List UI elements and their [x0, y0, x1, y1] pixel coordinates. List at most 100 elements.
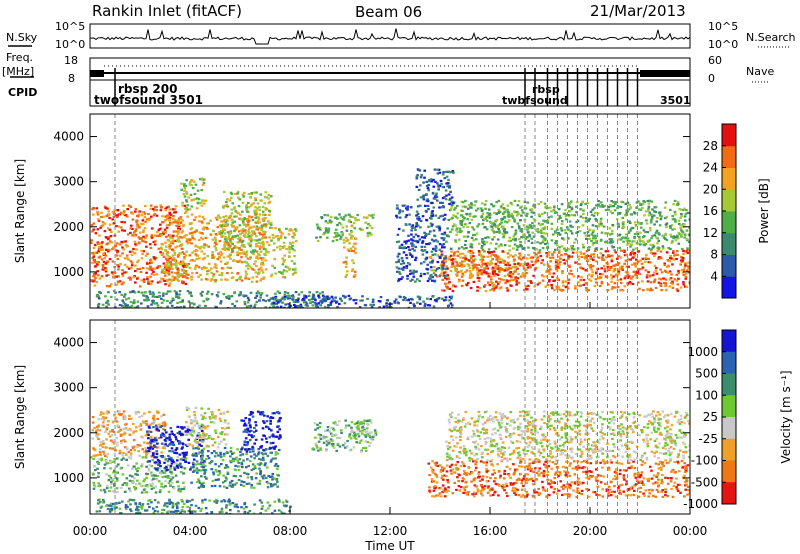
echo-cell — [334, 301, 338, 304]
echo-cell — [612, 270, 615, 273]
echo-cell — [660, 215, 663, 218]
echo-cell — [676, 289, 680, 292]
echo-cell — [665, 288, 668, 291]
echo-cell — [448, 186, 451, 189]
echo-cell — [675, 236, 678, 239]
echo-cell — [621, 222, 625, 225]
echo-cell — [231, 202, 234, 205]
echo-cell — [422, 261, 426, 264]
echo-cell — [148, 261, 152, 265]
echo-cell — [138, 285, 142, 288]
echo-cell — [419, 204, 422, 207]
echo-cell — [347, 249, 351, 252]
echo-cell — [436, 172, 440, 175]
echo-cell — [122, 204, 125, 207]
echo-cell — [151, 452, 155, 455]
echo-cell — [656, 237, 660, 240]
echo-cell — [416, 301, 419, 304]
echo-cell — [172, 460, 175, 463]
echo-cell — [155, 205, 158, 208]
echo-cell — [577, 255, 580, 258]
echo-cell — [173, 259, 177, 262]
echo-cell — [343, 246, 346, 249]
echo-cell — [561, 280, 565, 283]
echo-cell — [607, 205, 610, 208]
echo-cell — [658, 224, 662, 227]
echo-cell — [171, 248, 174, 251]
echo-cell — [293, 303, 296, 307]
echo-cell — [148, 268, 151, 271]
echo-cell — [361, 299, 364, 302]
echo-cell — [508, 264, 511, 267]
echo-cell — [137, 411, 140, 414]
echo-cell — [149, 450, 152, 453]
colorbar-cell — [722, 145, 736, 168]
echo-cell — [146, 267, 149, 270]
echo-cell — [218, 231, 221, 234]
echo-cell — [212, 273, 216, 276]
echo-cell — [406, 274, 409, 277]
echo-cell — [423, 245, 427, 248]
freq-block-left — [90, 70, 104, 77]
echo-cell — [167, 205, 170, 208]
echo-cell — [259, 193, 263, 196]
echo-cell — [664, 201, 668, 204]
echo-cell — [163, 215, 167, 218]
echo-cell — [209, 417, 212, 420]
echo-cell — [171, 236, 174, 239]
echo-cell — [584, 282, 588, 285]
echo-cell — [573, 214, 576, 217]
echo-cell — [526, 231, 530, 234]
echo-cell — [416, 168, 420, 171]
echo-cell — [441, 246, 444, 249]
echo-cell — [645, 253, 648, 257]
echo-cell — [537, 222, 541, 225]
echo-cell — [395, 207, 399, 210]
echo-cell — [409, 279, 412, 282]
echo-cell — [579, 208, 582, 211]
echo-cell — [579, 251, 582, 254]
echo-cell — [146, 432, 149, 435]
echo-cell — [233, 206, 236, 209]
echo-cell — [677, 222, 681, 226]
echo-cell — [495, 212, 498, 216]
echo-cell — [233, 220, 237, 223]
echo-cell — [234, 235, 237, 238]
echo-cell — [183, 272, 186, 275]
colorbar-tick-label: 16 — [703, 204, 718, 218]
echo-cell — [523, 288, 526, 291]
echo-cell — [176, 270, 180, 273]
echo-cell — [571, 225, 574, 229]
echo-cell — [136, 214, 139, 217]
echo-cell — [456, 254, 460, 257]
echo-cell — [160, 451, 163, 454]
echo-cell — [157, 437, 161, 440]
echo-cell — [141, 252, 144, 256]
echo-cell — [556, 278, 560, 281]
echo-cell — [513, 220, 517, 223]
echo-cell — [166, 305, 169, 308]
echo-cell — [110, 483, 113, 486]
echo-cell — [329, 221, 332, 224]
echo-cell — [169, 236, 172, 239]
echo-cell — [193, 259, 196, 262]
echo-cell — [181, 446, 184, 449]
echo-cell — [366, 235, 370, 238]
echo-cell — [495, 230, 498, 234]
echo-cell — [503, 260, 507, 263]
echo-cell — [104, 270, 108, 273]
echo-cell — [220, 278, 223, 281]
echo-cell — [106, 484, 109, 487]
echo-cell — [491, 269, 495, 272]
echo-cell — [442, 262, 446, 265]
echo-cell — [414, 245, 418, 249]
echo-cell — [574, 285, 577, 288]
echo-cell — [680, 212, 683, 216]
echo-cell — [231, 276, 235, 279]
echo-cell — [500, 218, 504, 221]
echo-cell — [576, 230, 579, 234]
echo-cell — [497, 208, 501, 212]
echo-cell — [588, 228, 591, 231]
echo-cell — [650, 213, 653, 216]
echo-cell — [97, 305, 100, 308]
